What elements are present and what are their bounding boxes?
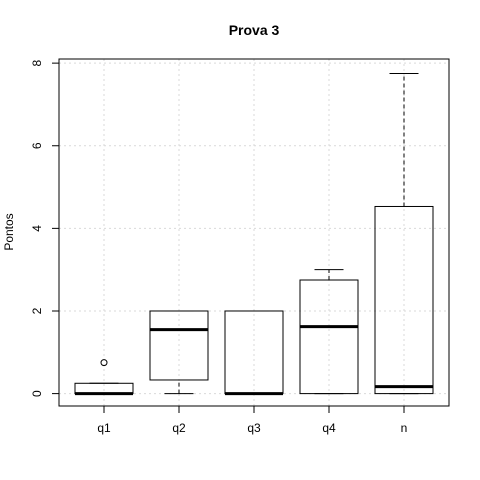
- outlier-point: [100, 359, 108, 367]
- y-tick-label: 0: [30, 390, 44, 397]
- y-tick-label: 6: [30, 142, 44, 149]
- grid-lines: [59, 59, 449, 406]
- box-iqr: [224, 310, 284, 395]
- x-tick-label: q3: [247, 421, 261, 435]
- x-axis: q1 q2 q3 q4 n: [97, 406, 407, 435]
- x-tick-label: q1: [97, 421, 111, 435]
- box-iqr: [299, 279, 359, 395]
- y-tick-label: 8: [30, 59, 44, 66]
- box-iqr: [149, 310, 209, 381]
- box-n: [374, 72, 434, 395]
- boxes: [74, 72, 434, 396]
- box-q2: [149, 310, 209, 395]
- plot-frame: [58, 58, 450, 407]
- x-tick-label: q2: [172, 421, 186, 435]
- y-axis: 0 2 4 6 8: [30, 59, 59, 397]
- box-q4: [299, 269, 359, 395]
- y-axis-label: Pontos: [2, 213, 16, 250]
- x-tick-label: q4: [322, 421, 336, 435]
- box-iqr: [374, 205, 434, 395]
- y-tick-label: 4: [30, 225, 44, 232]
- box-q3: [224, 310, 284, 396]
- y-tick-label: 2: [30, 307, 44, 314]
- chart-title: Prova 3: [229, 22, 280, 38]
- box-q1: [74, 359, 134, 396]
- x-tick-label: n: [401, 421, 408, 435]
